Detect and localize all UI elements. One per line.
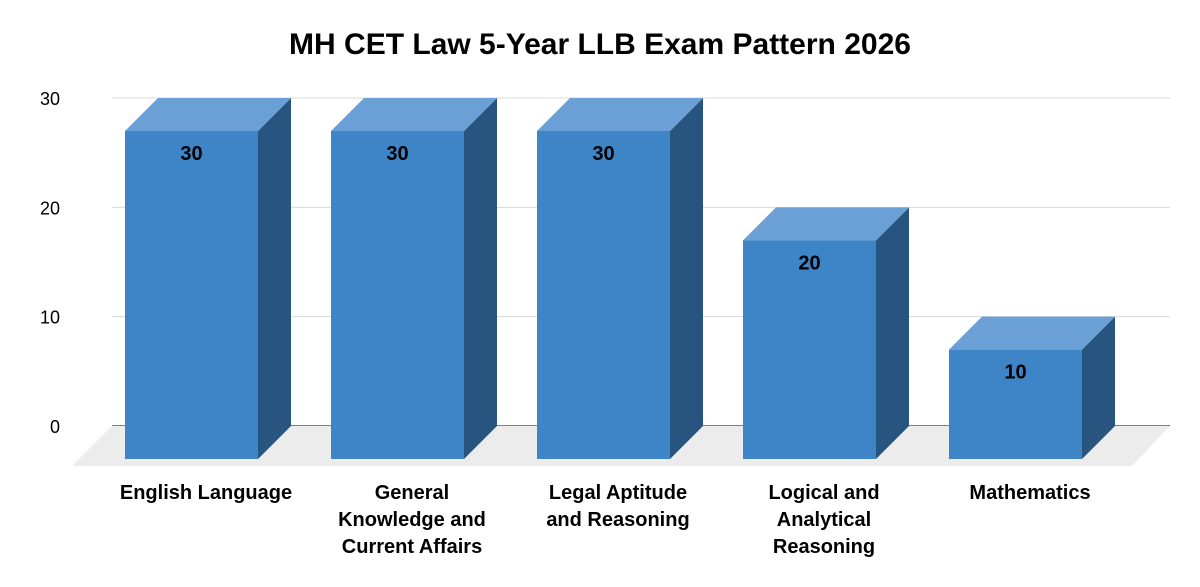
x-tick-label: English Language	[120, 482, 292, 504]
data-label: 30	[386, 143, 408, 165]
x-tick-label-line: English Language	[120, 482, 292, 504]
data-label: 20	[798, 252, 820, 274]
bar	[537, 131, 670, 459]
bar-side	[258, 98, 291, 459]
x-tick-label: General Knowledge and Current Affairs	[338, 482, 486, 558]
x-tick-label-line: Analytical	[777, 509, 871, 531]
bar-top	[331, 98, 497, 131]
data-label: 30	[592, 143, 614, 165]
x-tick-label: Mathematics	[969, 482, 1090, 504]
bar	[949, 349, 1082, 459]
bar-top	[537, 98, 703, 131]
bar	[743, 240, 876, 459]
bar	[125, 131, 258, 459]
x-tick-label-line: Reasoning	[773, 536, 875, 558]
bar-side	[670, 98, 703, 459]
bar-top	[949, 316, 1115, 350]
x-tick-label: Legal Aptitude and Reasoning	[546, 482, 689, 531]
chart-title: MH CET Law 5-Year LLB Exam Pattern 2026	[289, 28, 911, 61]
y-tick-label: 10	[40, 308, 60, 328]
bar-side	[464, 98, 497, 459]
y-tick-label: 20	[40, 198, 60, 218]
bar-top	[125, 98, 291, 131]
x-tick-label-line: Logical and	[768, 482, 879, 504]
bar-side	[1082, 316, 1115, 459]
x-tick-label-line: and Reasoning	[546, 509, 689, 531]
x-tick-label-line: Mathematics	[969, 482, 1090, 504]
x-tick-label-line: Current Affairs	[342, 536, 482, 558]
y-tick-label: 30	[40, 89, 60, 109]
x-tick-label-line: Knowledge and	[338, 509, 486, 531]
bar-top	[743, 207, 909, 241]
x-tick-label-line: Legal Aptitude	[549, 482, 687, 504]
data-label: 10	[1004, 362, 1026, 384]
bar-side	[876, 207, 909, 459]
bar	[331, 131, 464, 459]
data-label: 30	[180, 143, 202, 165]
y-tick-label: 0	[50, 417, 60, 437]
x-tick-label: Logical and Analytical Reasoning	[768, 482, 879, 558]
x-tick-label-line: General	[375, 482, 449, 504]
